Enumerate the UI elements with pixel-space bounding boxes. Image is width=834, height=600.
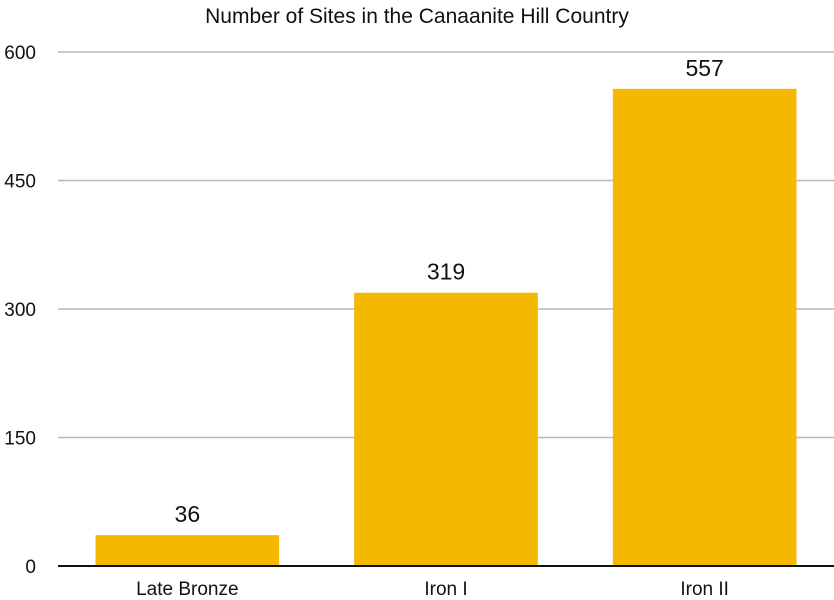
y-tick-label: 600 [4, 43, 36, 64]
data-labels: 36 319 557 [175, 55, 724, 527]
x-axis-ticks: Late Bronze Iron I Iron II [136, 579, 729, 600]
x-tick-label: Iron I [424, 579, 467, 600]
chart-title: Number of Sites in the Canaanite Hill Co… [205, 5, 629, 28]
data-label: 557 [685, 55, 723, 81]
bar-iron-i [354, 292, 538, 566]
y-tick-label: 450 [4, 172, 36, 193]
bar-late-bronze [95, 535, 280, 566]
x-tick-label: Iron II [680, 579, 729, 600]
bars [95, 88, 797, 566]
bar-iron-ii [612, 88, 797, 566]
x-tick-label: Late Bronze [136, 579, 238, 600]
data-label: 319 [427, 259, 465, 285]
y-axis-ticks: 0 150 300 450 600 [4, 43, 36, 578]
y-tick-label: 150 [4, 429, 36, 450]
y-tick-label: 300 [4, 300, 36, 321]
y-tick-label: 0 [25, 557, 36, 578]
data-label: 36 [175, 501, 201, 527]
